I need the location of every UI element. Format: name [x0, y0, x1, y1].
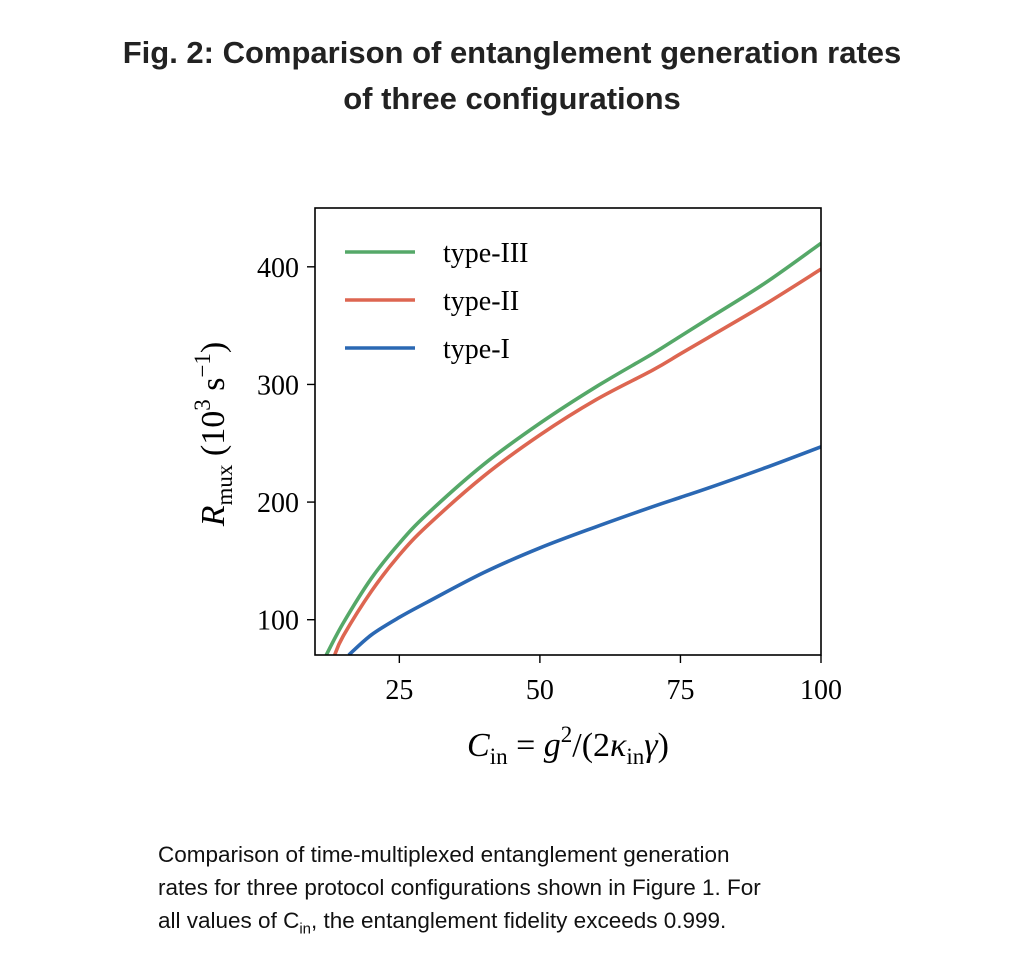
- x-tick-label: 50: [526, 675, 554, 706]
- y-tick-label: 400: [257, 253, 299, 284]
- caption-text-3: all values of C: [158, 908, 300, 933]
- figure-title-line-2: of three configurations: [343, 81, 681, 116]
- series-layer: [324, 241, 821, 655]
- x-tick-label: 75: [666, 675, 694, 706]
- figure-title: Fig. 2: Comparison of entanglement gener…: [0, 30, 1024, 122]
- caption-text-2: rates for three protocol configurations …: [158, 875, 761, 900]
- series-line-type-II: [333, 267, 821, 655]
- x-axis-label: Cin = g2/(2κinγ): [467, 722, 669, 769]
- caption-text-4: , the entanglement fidelity exceeds 0.99…: [311, 908, 727, 933]
- figure-caption: Comparison of time-multiplexed entanglem…: [158, 838, 958, 937]
- legend-label-type-II: type-II: [443, 286, 519, 317]
- y-tick-label: 300: [257, 370, 299, 401]
- caption-subscript: in: [299, 920, 312, 938]
- y-tick-label: 200: [257, 488, 299, 519]
- x-tick-label: 25: [385, 675, 413, 706]
- plot-frame: [314, 207, 822, 656]
- figure-title-line-1: Fig. 2: Comparison of entanglement gener…: [122, 35, 902, 70]
- x-tick-label: 100: [800, 675, 842, 706]
- y-axis-label: Rmux (103 s−1): [190, 342, 237, 528]
- legend-label-type-I: type-I: [443, 334, 510, 365]
- series-line-type-I: [347, 445, 821, 655]
- y-axis-ticks: 100 200 300 400: [257, 253, 315, 637]
- series-line-type-III: [324, 241, 821, 655]
- legend-label-type-III: type-III: [443, 238, 529, 269]
- legend: type-III type-II type-I: [345, 238, 529, 365]
- x-axis-ticks: 25 50 75 100: [385, 655, 842, 706]
- caption-text-1: Comparison of time-multiplexed entanglem…: [158, 842, 730, 867]
- y-tick-label: 100: [257, 606, 299, 637]
